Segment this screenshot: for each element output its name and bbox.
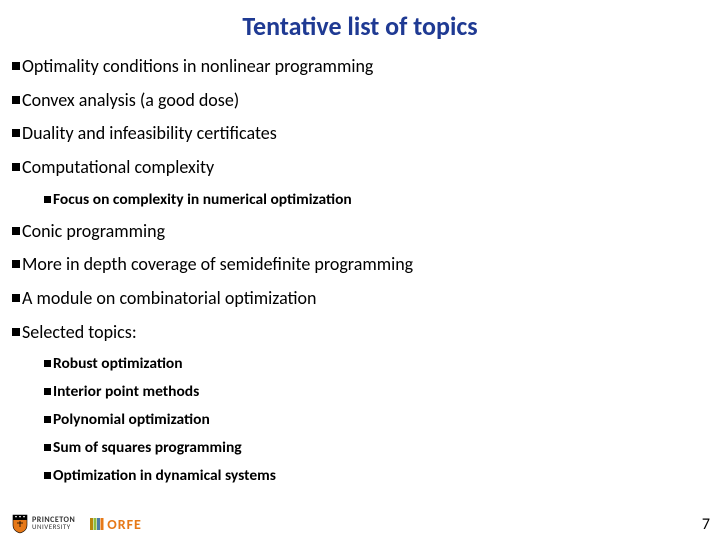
bullet-text: Selected topics: bbox=[22, 322, 137, 343]
bullet-item: Selected topics: bbox=[12, 322, 708, 343]
bullet-item: A module on combinatorial optimization bbox=[12, 288, 708, 309]
square-bullet-icon bbox=[44, 416, 51, 423]
bullet-item: Computational complexity bbox=[12, 157, 708, 178]
bullet-item: Convex analysis (a good dose) bbox=[12, 90, 708, 111]
logo-group: PRINCETON UNIVERSITY ORFE bbox=[12, 514, 142, 534]
square-bullet-icon bbox=[44, 360, 51, 367]
bullet-item: Interior point methods bbox=[12, 383, 708, 401]
bullet-text: Focus on complexity in numerical optimiz… bbox=[53, 191, 352, 209]
square-bullet-icon bbox=[44, 196, 51, 203]
square-bullet-icon bbox=[12, 62, 20, 70]
square-bullet-icon bbox=[12, 260, 20, 268]
square-bullet-icon bbox=[12, 96, 20, 104]
bullet-text: Sum of squares programming bbox=[53, 439, 242, 457]
shield-icon bbox=[12, 514, 28, 534]
bullet-text: Interior point methods bbox=[53, 383, 199, 401]
slide-title: Tentative list of topics bbox=[12, 10, 708, 42]
bullet-text: Optimality conditions in nonlinear progr… bbox=[22, 56, 373, 77]
square-bullet-icon bbox=[12, 328, 20, 336]
bullet-item: Conic programming bbox=[12, 221, 708, 242]
square-bullet-icon bbox=[12, 294, 20, 302]
bullet-item: Optimality conditions in nonlinear progr… bbox=[12, 56, 708, 77]
bullet-text: Robust optimization bbox=[53, 355, 183, 373]
bullet-item: Sum of squares programming bbox=[12, 439, 708, 457]
bullet-text: More in depth coverage of semidefinite p… bbox=[22, 254, 413, 275]
bullet-item: Focus on complexity in numerical optimiz… bbox=[12, 191, 708, 209]
bullet-text: A module on combinatorial optimization bbox=[22, 288, 317, 309]
bullet-text: Computational complexity bbox=[22, 157, 214, 178]
bullet-item: Robust optimization bbox=[12, 355, 708, 373]
square-bullet-icon bbox=[44, 444, 51, 451]
square-bullet-icon bbox=[12, 129, 20, 137]
bullet-text: Optimization in dynamical systems bbox=[53, 467, 276, 485]
bullet-text: Convex analysis (a good dose) bbox=[22, 90, 239, 111]
bullet-text: Conic programming bbox=[22, 221, 165, 242]
bullet-item: Polynomial optimization bbox=[12, 411, 708, 429]
square-bullet-icon bbox=[12, 227, 20, 235]
square-bullet-icon bbox=[44, 472, 51, 479]
orfe-bars-icon bbox=[89, 517, 105, 531]
square-bullet-icon bbox=[44, 388, 51, 395]
princeton-logo: PRINCETON UNIVERSITY bbox=[12, 514, 75, 534]
footer: PRINCETON UNIVERSITY ORFE 7 bbox=[12, 514, 710, 534]
bullet-text: Polynomial optimization bbox=[53, 411, 210, 429]
princeton-label-bottom: UNIVERSITY bbox=[32, 524, 75, 530]
orfe-logo: ORFE bbox=[89, 516, 142, 533]
bullet-list: Optimality conditions in nonlinear progr… bbox=[12, 56, 708, 484]
bullet-item: Optimization in dynamical systems bbox=[12, 467, 708, 485]
princeton-text: PRINCETON UNIVERSITY bbox=[32, 517, 75, 530]
bullet-item: Duality and infeasibility certificates bbox=[12, 123, 708, 144]
orfe-label: ORFE bbox=[107, 516, 142, 533]
page-number: 7 bbox=[702, 515, 710, 534]
bullet-text: Duality and infeasibility certificates bbox=[22, 123, 277, 144]
bullet-item: More in depth coverage of semidefinite p… bbox=[12, 254, 708, 275]
slide-container: Tentative list of topics Optimality cond… bbox=[0, 0, 720, 540]
square-bullet-icon bbox=[12, 163, 20, 171]
